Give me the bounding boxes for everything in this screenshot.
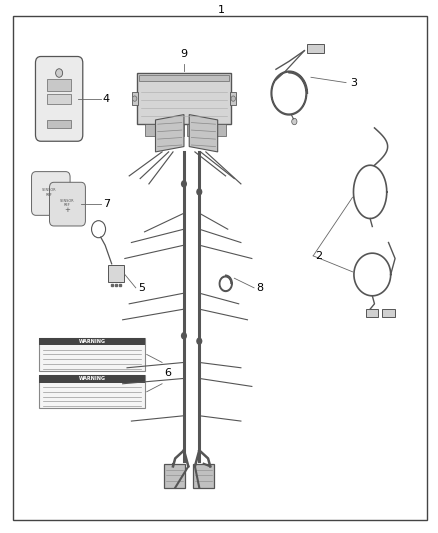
FancyBboxPatch shape: [35, 56, 83, 141]
Circle shape: [196, 337, 202, 345]
Text: 7: 7: [103, 199, 110, 208]
Bar: [137, 74, 231, 124]
Polygon shape: [155, 115, 184, 152]
Bar: [215, 124, 226, 136]
Circle shape: [231, 96, 236, 101]
Bar: [47, 94, 71, 104]
Bar: [159, 124, 170, 136]
Text: REF: REF: [64, 203, 71, 207]
Circle shape: [181, 180, 187, 188]
Bar: [131, 92, 138, 105]
Text: REF: REF: [46, 192, 53, 197]
Polygon shape: [189, 115, 218, 152]
Text: +: +: [64, 207, 70, 213]
Bar: [164, 464, 185, 488]
Text: 5: 5: [138, 283, 145, 293]
Circle shape: [292, 118, 297, 125]
Bar: [39, 375, 145, 408]
Text: 3: 3: [350, 78, 357, 87]
FancyBboxPatch shape: [49, 182, 85, 226]
Bar: [108, 265, 124, 282]
Bar: [201, 124, 212, 136]
Bar: [193, 464, 214, 488]
Bar: [39, 338, 145, 345]
Bar: [382, 309, 395, 317]
Text: 4: 4: [103, 94, 110, 103]
Bar: [139, 75, 229, 82]
Text: 6: 6: [164, 368, 171, 378]
Text: WARNING: WARNING: [78, 339, 106, 344]
Bar: [307, 44, 324, 53]
Bar: [39, 338, 145, 371]
Text: 8: 8: [256, 283, 263, 293]
Text: SENSOR: SENSOR: [60, 199, 74, 203]
Bar: [47, 120, 71, 128]
Bar: [39, 375, 145, 383]
Bar: [173, 124, 184, 136]
Text: 2: 2: [315, 251, 322, 261]
Bar: [145, 124, 156, 136]
Text: 1: 1: [218, 5, 225, 14]
Bar: [230, 92, 237, 105]
Text: WARNING: WARNING: [78, 376, 106, 382]
FancyBboxPatch shape: [32, 172, 70, 215]
Circle shape: [181, 332, 187, 340]
Text: SENSOR: SENSOR: [42, 188, 57, 192]
Text: 9: 9: [180, 49, 187, 59]
Bar: [366, 309, 378, 317]
Bar: [187, 124, 198, 136]
Circle shape: [196, 188, 202, 196]
Bar: [47, 79, 71, 91]
Circle shape: [132, 96, 137, 101]
Circle shape: [56, 69, 63, 77]
